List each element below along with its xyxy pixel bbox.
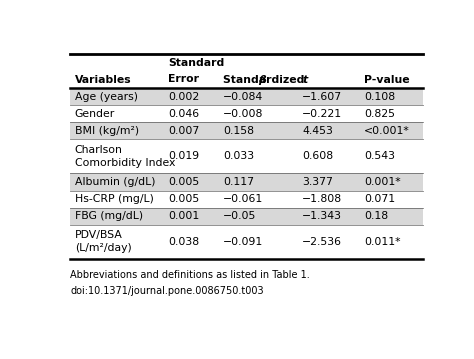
Text: 0.005: 0.005 bbox=[168, 194, 200, 204]
Text: <0.001*: <0.001* bbox=[364, 126, 410, 136]
Text: −1.808: −1.808 bbox=[302, 194, 342, 204]
Text: 0.825: 0.825 bbox=[364, 109, 395, 119]
Text: Age (years): Age (years) bbox=[75, 92, 137, 102]
Text: t: t bbox=[302, 75, 308, 85]
Text: β: β bbox=[258, 75, 266, 85]
Text: Gender: Gender bbox=[75, 109, 115, 119]
Bar bbox=[70, 173, 423, 191]
Text: 0.543: 0.543 bbox=[364, 151, 395, 162]
Text: 3.377: 3.377 bbox=[302, 177, 333, 187]
Text: 0.033: 0.033 bbox=[223, 151, 254, 162]
Text: −1.607: −1.607 bbox=[302, 92, 342, 102]
Text: 0.038: 0.038 bbox=[168, 237, 199, 247]
Text: PDV/BSA
(L/m²/day): PDV/BSA (L/m²/day) bbox=[75, 230, 131, 253]
Bar bbox=[70, 122, 423, 139]
Text: 0.608: 0.608 bbox=[302, 151, 333, 162]
Text: −0.061: −0.061 bbox=[223, 194, 263, 204]
Text: 4.453: 4.453 bbox=[302, 126, 333, 136]
Text: 0.108: 0.108 bbox=[364, 92, 395, 102]
Text: −1.343: −1.343 bbox=[302, 211, 342, 221]
Text: −0.091: −0.091 bbox=[223, 237, 263, 247]
Bar bbox=[70, 88, 423, 105]
Text: −2.536: −2.536 bbox=[302, 237, 342, 247]
Text: −0.05: −0.05 bbox=[223, 211, 256, 221]
Text: 0.007: 0.007 bbox=[168, 126, 200, 136]
Text: 0.001: 0.001 bbox=[168, 211, 200, 221]
Text: Albumin (g/dL): Albumin (g/dL) bbox=[75, 177, 155, 187]
Text: 0.071: 0.071 bbox=[364, 194, 395, 204]
Text: 0.18: 0.18 bbox=[364, 211, 388, 221]
Text: 0.117: 0.117 bbox=[223, 177, 254, 187]
Text: Variables: Variables bbox=[75, 75, 131, 85]
Text: −0.084: −0.084 bbox=[223, 92, 263, 102]
Text: 0.046: 0.046 bbox=[168, 109, 199, 119]
Text: 0.002: 0.002 bbox=[168, 92, 200, 102]
Text: 0.158: 0.158 bbox=[223, 126, 254, 136]
Text: doi:10.1371/journal.pone.0086750.t003: doi:10.1371/journal.pone.0086750.t003 bbox=[70, 286, 264, 296]
Text: 0.019: 0.019 bbox=[168, 151, 199, 162]
Text: FBG (mg/dL): FBG (mg/dL) bbox=[75, 211, 143, 221]
Text: P-value: P-value bbox=[364, 75, 410, 85]
Text: Abbreviations and definitions as listed in Table 1.: Abbreviations and definitions as listed … bbox=[70, 270, 310, 280]
Text: −0.221: −0.221 bbox=[302, 109, 342, 119]
Text: 0.001*: 0.001* bbox=[364, 177, 401, 187]
Text: Charlson
Comorbidity Index: Charlson Comorbidity Index bbox=[75, 145, 175, 168]
Text: 0.011*: 0.011* bbox=[364, 237, 401, 247]
Text: Hs-CRP (mg/L): Hs-CRP (mg/L) bbox=[75, 194, 154, 204]
Text: −0.008: −0.008 bbox=[223, 109, 263, 119]
Bar bbox=[70, 208, 423, 225]
Text: 0.005: 0.005 bbox=[168, 177, 200, 187]
Text: Standard: Standard bbox=[168, 59, 224, 68]
Text: Error: Error bbox=[168, 74, 199, 84]
Text: Standardized: Standardized bbox=[223, 75, 308, 85]
Text: BMI (kg/m²): BMI (kg/m²) bbox=[75, 126, 139, 136]
